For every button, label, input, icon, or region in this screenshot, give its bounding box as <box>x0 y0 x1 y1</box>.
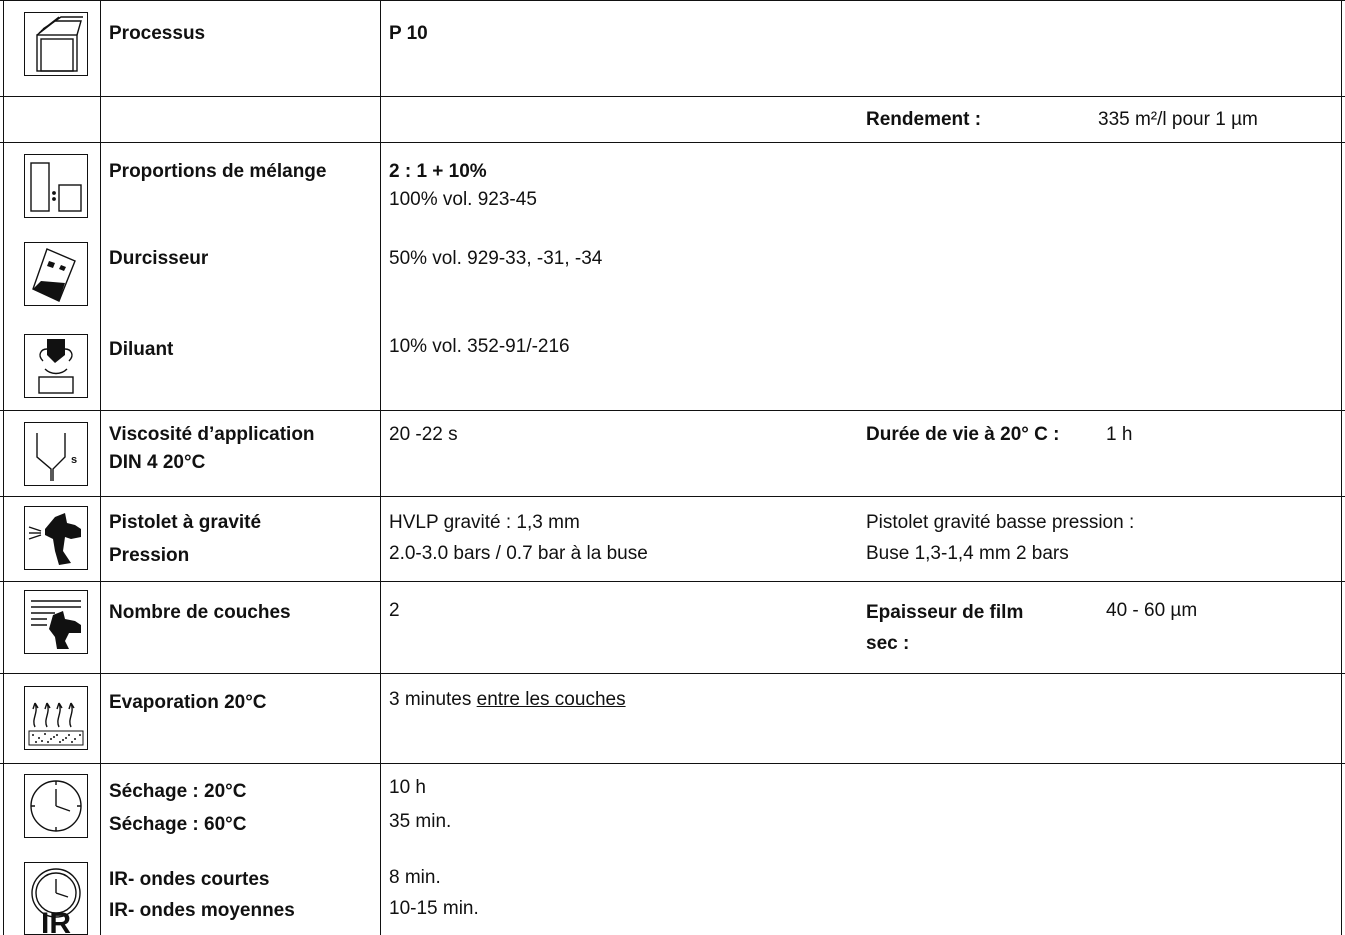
table-border-right <box>1341 0 1342 935</box>
viscosity-cup-icon: s <box>24 422 88 486</box>
durcisseur-value: 50% vol. 929-33, -31, -34 <box>389 248 603 269</box>
melange-label: Proportions de mélange <box>109 161 327 182</box>
ir-courtes-label: IR- ondes courtes <box>109 869 270 890</box>
clock-icon <box>24 774 88 838</box>
spray-gun-icon <box>24 506 88 570</box>
row-divider <box>0 581 1345 582</box>
sechage-60-value: 35 min. <box>389 811 452 832</box>
spray-coats-icon <box>24 590 88 654</box>
row-divider <box>0 673 1345 674</box>
row-divider <box>0 96 1345 97</box>
thinner-pour-icon <box>24 334 88 398</box>
svg-text:IR: IR <box>41 907 71 934</box>
viscosite-label: Viscosité d’application <box>109 424 315 445</box>
sechage-60-label: Séchage : 60°C <box>109 814 247 835</box>
evaporation-label: Evaporation 20°C <box>109 692 267 713</box>
rendement-label: Rendement : <box>866 109 982 130</box>
pistolet-alt-label: Pistolet gravité basse pression : <box>866 512 1135 533</box>
column-divider <box>380 0 381 935</box>
duree-vie-label: Durée de vie à 20° C : <box>866 424 1060 445</box>
hardener-can-icon <box>24 242 88 306</box>
pression-label: Pression <box>109 545 190 566</box>
ir-moyennes-label: IR- ondes moyennes <box>109 900 295 921</box>
melange-ratio: 2 : 1 + 10% <box>389 161 487 182</box>
pistolet-label: Pistolet à gravité <box>109 512 262 533</box>
row-divider <box>0 496 1345 497</box>
mixing-ratio-icon <box>24 154 88 218</box>
pistolet-pression: 2.0-3.0 bars / 0.7 bar à la buse <box>389 543 648 564</box>
viscosite-din-label: DIN 4 20°C <box>109 452 206 473</box>
evaporation-duration: 3 minutes <box>389 689 477 710</box>
row-divider <box>0 763 1345 764</box>
evaporation-icon <box>24 686 88 750</box>
viscosite-value: 20 -22 s <box>389 424 458 445</box>
processus-value: P 10 <box>389 23 428 44</box>
pistolet-buse: HVLP gravité : 1,3 mm <box>389 512 580 533</box>
ir-moyennes-value: 10-15 min. <box>389 898 479 919</box>
durcisseur-label: Durcisseur <box>109 248 209 269</box>
book-stack-icon <box>24 12 88 76</box>
table-border-top <box>0 0 1345 1</box>
ir-courtes-value: 8 min. <box>389 867 441 888</box>
sechage-20-value: 10 h <box>389 777 426 798</box>
epaisseur-label: Epaisseur de film <box>866 602 1024 623</box>
couches-label: Nombre de couches <box>109 602 291 623</box>
ir-clock-icon: IR <box>24 862 88 935</box>
svg-text:s: s <box>71 454 77 466</box>
table-border-left <box>3 0 4 935</box>
melange-volume: 100% vol. 923-45 <box>389 189 537 210</box>
row-divider <box>0 410 1345 411</box>
row-divider <box>0 142 1345 143</box>
rendement-value: 335 m²/l pour 1 µm <box>1098 109 1258 130</box>
column-divider <box>100 0 101 935</box>
processus-label: Processus <box>109 23 206 44</box>
epaisseur-sec-label: sec : <box>866 633 910 654</box>
epaisseur-value: 40 - 60 µm <box>1106 600 1198 621</box>
couches-value: 2 <box>389 600 400 621</box>
evaporation-value: 3 minutes entre les couches <box>389 686 626 713</box>
sechage-20-label: Séchage : 20°C <box>109 781 247 802</box>
diluant-label: Diluant <box>109 339 174 360</box>
evaporation-condition: entre les couches <box>476 689 626 710</box>
duree-vie-value: 1 h <box>1106 424 1133 445</box>
pistolet-alt-value: Buse 1,3-1,4 mm 2 bars <box>866 543 1069 564</box>
diluant-value: 10% vol. 352-91/-216 <box>389 336 570 357</box>
